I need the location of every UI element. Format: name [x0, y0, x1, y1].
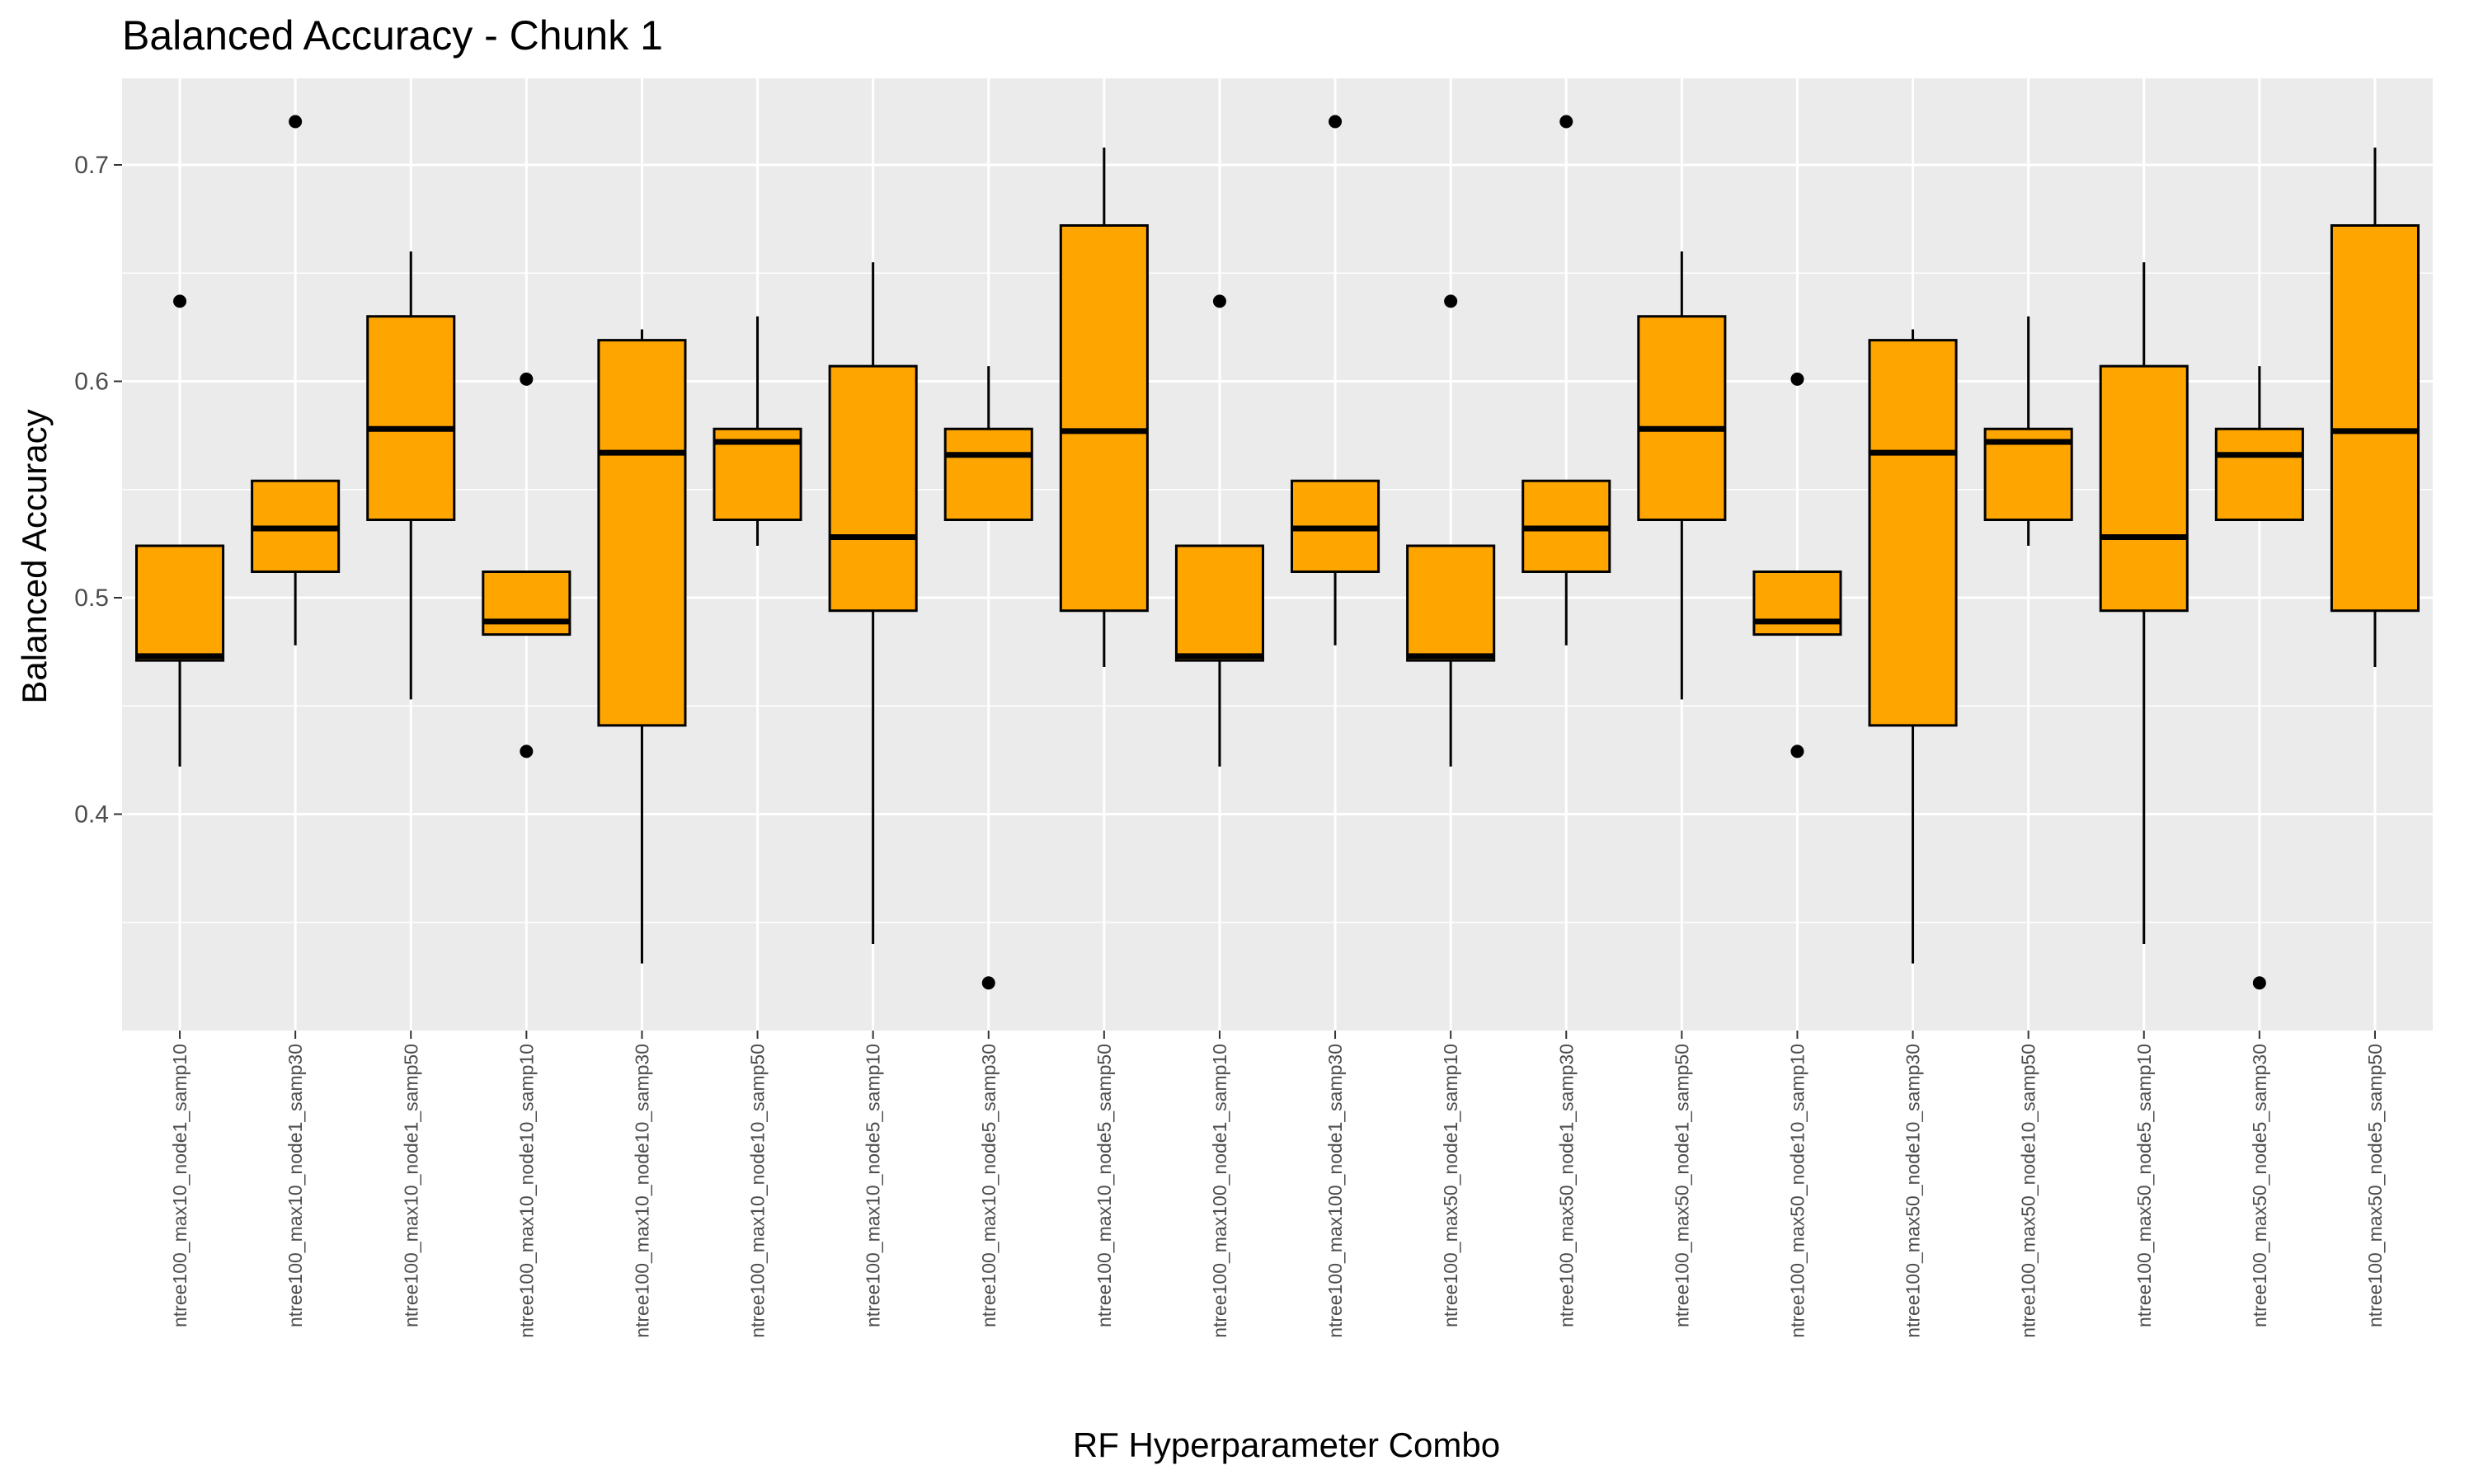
box-iqr	[482, 571, 571, 636]
x-tick-label: ntree100_max100_node1_samp30	[1324, 1044, 1346, 1338]
box-ntree100_max10_node10_samp10	[482, 372, 571, 758]
box-ntree100_max10_node10_samp50	[713, 316, 802, 546]
outlier-point	[981, 976, 995, 990]
chart-title: Balanced Accuracy - Chunk 1	[122, 12, 663, 59]
box-iqr	[597, 339, 687, 727]
outlier-point	[289, 115, 303, 129]
box-ntree100_max10_node1_samp30	[251, 115, 341, 646]
box-iqr	[135, 544, 225, 662]
y-tick-label: 0.4	[74, 801, 109, 829]
x-tick-label: ntree100_max10_node1_samp30	[285, 1044, 306, 1327]
box-iqr	[1752, 571, 1842, 636]
x-tick-label: ntree100_max50_node5_samp50	[2364, 1044, 2386, 1327]
box-iqr	[943, 427, 1033, 521]
box-ntree100_max10_node5_samp50	[1059, 148, 1149, 667]
y-tick-label: 0.6	[74, 369, 109, 396]
y-axis-label: Balanced Accuracy	[15, 409, 54, 703]
x-tick-label: ntree100_max50_node1_samp50	[1671, 1044, 1692, 1327]
outlier-point	[1212, 294, 1226, 308]
x-tick-label: ntree100_max50_node10_samp50	[2018, 1044, 2039, 1338]
y-tick-label: 0.5	[74, 585, 109, 612]
x-tick-label: ntree100_max50_node1_samp30	[1555, 1044, 1577, 1327]
box-ntree100_max50_node10_samp30	[1868, 329, 1958, 964]
outlier-point	[173, 294, 187, 308]
x-tick-label: ntree100_max50_node10_samp10	[1786, 1044, 1808, 1338]
x-tick-label: ntree100_max50_node5_samp10	[2133, 1044, 2155, 1327]
box-iqr	[2330, 224, 2420, 613]
outlier-point	[1329, 115, 1343, 129]
box-iqr	[2214, 427, 2304, 521]
outlier-point	[1790, 372, 1804, 386]
box-ntree100_max50_node5_samp50	[2330, 148, 2420, 667]
box-ntree100_max10_node5_samp10	[828, 262, 918, 944]
x-tick-label: ntree100_max10_node5_samp50	[1094, 1044, 1115, 1327]
box-ntree100_max50_node10_samp50	[1983, 316, 2073, 546]
x-tick-label: ntree100_max10_node10_samp10	[515, 1044, 537, 1338]
plot-panel	[122, 78, 2433, 1031]
box-iqr	[1174, 544, 1264, 662]
box-iqr	[1637, 315, 1727, 521]
box-ntree100_max50_node10_samp10	[1752, 372, 1842, 758]
x-tick-label: ntree100_max10_node5_samp10	[863, 1044, 884, 1327]
outlier-point	[1790, 744, 1804, 758]
x-tick-label: ntree100_max10_node1_samp50	[400, 1044, 421, 1327]
outlier-point	[1444, 294, 1458, 308]
box-ntree100_max10_node1_samp50	[366, 251, 456, 700]
box-iqr	[366, 315, 456, 521]
boxes	[135, 115, 2420, 990]
box-iqr	[1059, 224, 1149, 613]
x-tick-label: ntree100_max10_node10_samp30	[631, 1044, 652, 1338]
x-tick-label: ntree100_max100_node1_samp10	[1209, 1044, 1230, 1338]
x-tick-label: ntree100_max50_node1_samp10	[1440, 1044, 1461, 1327]
box-iqr	[828, 364, 918, 613]
x-tick-label: ntree100_max50_node10_samp30	[1903, 1044, 1924, 1338]
x-tick-label: ntree100_max50_node5_samp30	[2249, 1044, 2270, 1327]
box-ntree100_max50_node5_samp30	[2214, 366, 2304, 990]
outlier-point	[520, 372, 534, 386]
box-ntree100_max50_node1_samp50	[1637, 251, 1727, 700]
x-axis-ticks: ntree100_max10_node1_samp10 ntree100_max1…	[169, 1031, 2386, 1338]
box-ntree100_max10_node1_samp10	[135, 294, 225, 767]
x-tick-label: ntree100_max10_node5_samp30	[978, 1044, 999, 1327]
x-axis-label: RF Hyperparameter Combo	[1073, 1425, 1500, 1464]
box-ntree100_max50_node1_samp30	[1522, 115, 1611, 646]
outlier-point	[520, 744, 534, 758]
box-ntree100_max50_node1_samp10	[1406, 294, 1496, 767]
y-tick-label: 0.7	[74, 152, 109, 179]
box-iqr	[1868, 339, 1958, 727]
box-iqr	[2099, 364, 2189, 613]
box-ntree100_max50_node5_samp10	[2099, 262, 2189, 944]
box-ntree100_max100_node1_samp30	[1291, 115, 1380, 646]
x-tick-label: ntree100_max10_node10_samp50	[747, 1044, 769, 1338]
outlier-point	[1559, 115, 1573, 129]
box-ntree100_max10_node10_samp30	[597, 329, 687, 964]
box-ntree100_max10_node5_samp30	[943, 366, 1033, 990]
box-iqr	[1406, 544, 1496, 662]
y-axis-ticks: 0.4 0.5 0.6 0.7	[74, 152, 122, 829]
x-tick-label: ntree100_max10_node1_samp10	[169, 1044, 190, 1327]
outlier-point	[2252, 976, 2266, 990]
box-ntree100_max100_node1_samp10	[1174, 294, 1264, 767]
